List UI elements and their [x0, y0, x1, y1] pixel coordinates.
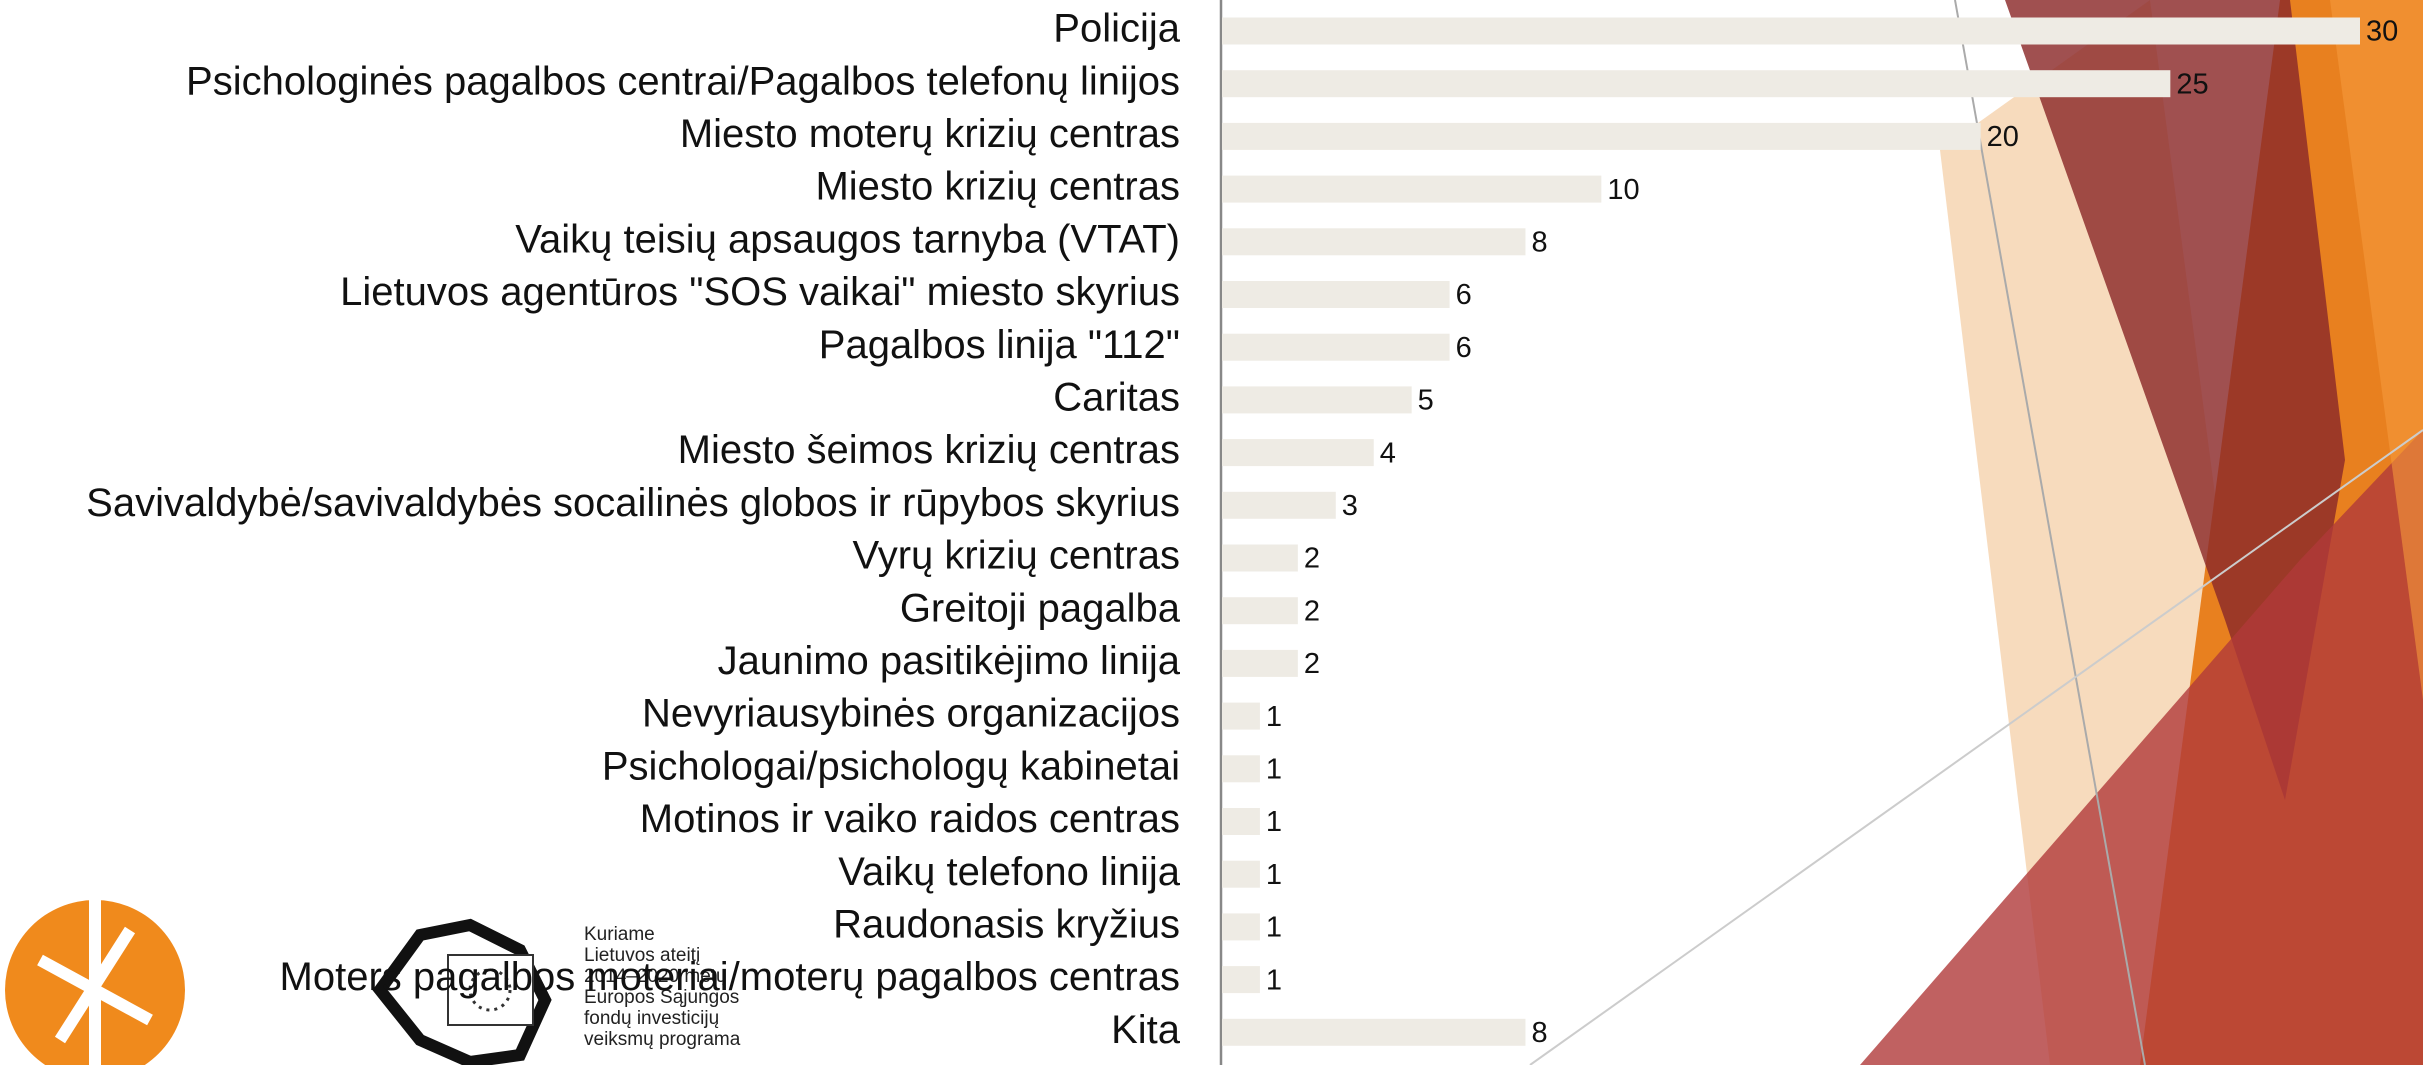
bar	[1222, 649, 1298, 677]
dark-red-shape	[2005, 0, 2345, 800]
bar	[1222, 597, 1298, 625]
category-label: Raudonasis kryžius	[833, 902, 1180, 946]
eu-logo-line: Kuriame	[584, 924, 655, 945]
category-label: Greitoji pagalba	[900, 586, 1181, 630]
category-label: Kita	[1111, 1008, 1181, 1052]
bar	[1222, 1018, 1526, 1046]
category-label: Psichologinės pagalbos centrai/Pagalbos …	[186, 59, 1180, 103]
bar	[1222, 175, 1602, 203]
category-label: Policija	[1053, 7, 1180, 51]
deco-line	[1529, 429, 2423, 1065]
value-label: 2	[1304, 595, 1320, 627]
value-label: 6	[1456, 279, 1472, 311]
bars: Policija 30 Psichologinės pagalbos centrai…	[86, 7, 2398, 1052]
value-label: 1	[1266, 912, 1282, 944]
value-label: 4	[1380, 437, 1396, 469]
value-label: 8	[1531, 1017, 1547, 1049]
eu-logo-line: veiksmų programa	[584, 1029, 741, 1050]
bar	[1222, 966, 1260, 994]
eu-flag	[447, 954, 534, 1026]
value-label: 20	[1987, 121, 2019, 153]
value-label: 6	[1456, 332, 1472, 364]
category-label: Caritas	[1053, 375, 1180, 419]
value-label: 1	[1266, 964, 1282, 996]
category-label: Miesto moterų krizių centras	[680, 112, 1180, 156]
bar	[1222, 808, 1260, 835]
value-label: 1	[1266, 806, 1282, 838]
bar	[1222, 228, 1526, 256]
deco-line	[1954, 0, 2146, 1065]
bar	[1222, 70, 2171, 98]
category-label: Nevyriausybinės organizacijos	[642, 692, 1180, 736]
category-label: Pagalbos linija "112"	[819, 323, 1180, 367]
value-label: 5	[1418, 385, 1434, 417]
red-shape	[1860, 430, 2423, 1065]
bar	[1222, 17, 2360, 45]
eu-logo-line: Europos Sąjungos	[584, 987, 739, 1008]
value-label: 2	[1304, 543, 1320, 575]
category-label: Moters pagalbos moteriai/moterų pagalbos…	[280, 955, 1180, 999]
value-label: 3	[1342, 490, 1358, 522]
bar	[1222, 281, 1450, 308]
bar	[1222, 755, 1260, 783]
org-logo-mark	[37, 900, 153, 1065]
background-decoration	[1529, 0, 2423, 1065]
category-label: Vaikų telefono linija	[838, 850, 1180, 894]
bar	[1222, 386, 1412, 414]
value-label: 30	[2366, 16, 2398, 48]
category-label: Motinos ir vaiko raidos centras	[640, 797, 1180, 841]
value-label: 25	[2176, 68, 2208, 100]
category-label: Vaikų teisių apsaugos tarnyba (VTAT)	[515, 217, 1180, 261]
category-label: Miesto krizių centras	[815, 165, 1180, 209]
category-label: Vyrų krizių centras	[853, 534, 1181, 578]
bar	[1222, 491, 1336, 519]
eu-logo-line: 2014–2020 metų	[584, 966, 727, 987]
value-label: 1	[1266, 753, 1282, 785]
category-label: Miesto šeimos krizių centras	[678, 428, 1180, 472]
category-label: Lietuvos agentūros "SOS vaikai" miesto s…	[340, 270, 1180, 314]
light-orange-shape	[2330, 0, 2423, 700]
bar	[1222, 439, 1374, 467]
category-label: Psichologai/psichologų kabinetai	[602, 744, 1180, 788]
eu-logo-line: Lietuvos ateitį	[584, 945, 700, 966]
eu-logo-chain	[372, 918, 552, 1065]
bar	[1222, 702, 1260, 730]
category-label: Jaunimo pasitikėjimo linija	[718, 639, 1181, 683]
bar	[1222, 913, 1260, 941]
value-label: 1	[1266, 859, 1282, 891]
eu-stars	[468, 968, 512, 1012]
value-label: 1	[1266, 701, 1282, 733]
bar	[1222, 122, 1981, 150]
bar	[1222, 860, 1260, 888]
value-label: 8	[1531, 226, 1547, 258]
eu-logo-line: fondų investicijų	[584, 1008, 719, 1029]
bar	[1222, 333, 1450, 361]
value-label: 2	[1304, 648, 1320, 680]
category-label: Savivaldybė/savivaldybės socailinės glob…	[86, 481, 1180, 525]
value-label: 10	[1607, 174, 1639, 206]
bar	[1222, 544, 1298, 572]
